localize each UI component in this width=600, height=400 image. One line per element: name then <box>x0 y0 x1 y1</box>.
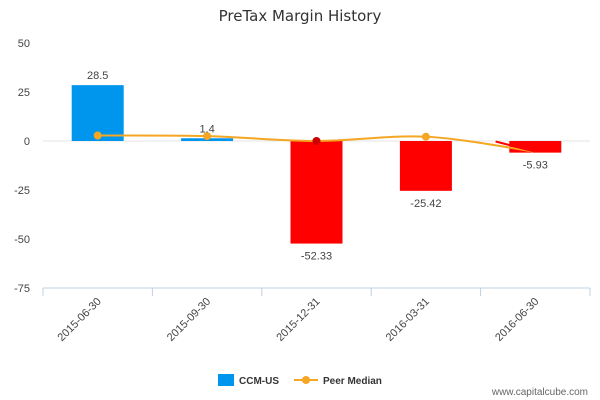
data-label: -52.33 <box>301 251 332 263</box>
peer-median-point <box>93 131 102 140</box>
watermark: www.capitalcube.com <box>491 387 588 398</box>
x-tick-label: 2016-03-31 <box>384 296 432 344</box>
x-axis: 2015-06-30 2015-09-30 2015-12-31 2016-03-31… <box>42 287 591 344</box>
y-axis: 50 25 0 -25 -50 -75 <box>14 38 30 295</box>
legend-marker-peer <box>302 376 310 384</box>
bar <box>399 141 452 191</box>
y-tick-label: 25 <box>18 87 30 99</box>
y-tick-label: 50 <box>18 38 30 50</box>
x-tick-label: 2015-06-30 <box>56 296 104 344</box>
x-tick-label: 2016-06-30 <box>493 296 541 344</box>
legend-label-peer: Peer Median <box>323 376 382 387</box>
y-tick-label: -75 <box>14 283 30 295</box>
data-labels: 28.5 1.4 -52.33 -25.42 -5.93 <box>87 70 548 262</box>
data-label: -5.93 <box>523 160 548 172</box>
peer-median-point <box>312 137 321 145</box>
data-label: -25.42 <box>410 198 441 210</box>
bar <box>509 141 562 153</box>
y-tick-label: -50 <box>14 234 30 246</box>
data-label: 1.4 <box>199 123 214 135</box>
chart-title: PreTax Margin History <box>219 7 382 25</box>
peer-median-point <box>203 132 212 141</box>
x-tick-label: 2015-09-30 <box>165 296 213 344</box>
bars <box>71 85 562 244</box>
data-label: 28.5 <box>87 70 108 82</box>
x-tick-label: 2015-12-31 <box>274 296 322 344</box>
legend: CCM-US Peer Median <box>218 374 382 387</box>
legend-label-ccm: CCM-US <box>239 376 279 387</box>
peer-median-negative-segment <box>495 140 536 153</box>
bar <box>290 141 343 244</box>
y-tick-label: -25 <box>14 185 30 197</box>
legend-swatch-ccm <box>218 374 234 386</box>
y-tick-label: 0 <box>24 136 30 148</box>
peer-median-line <box>93 131 536 153</box>
peer-median-point <box>421 132 430 141</box>
